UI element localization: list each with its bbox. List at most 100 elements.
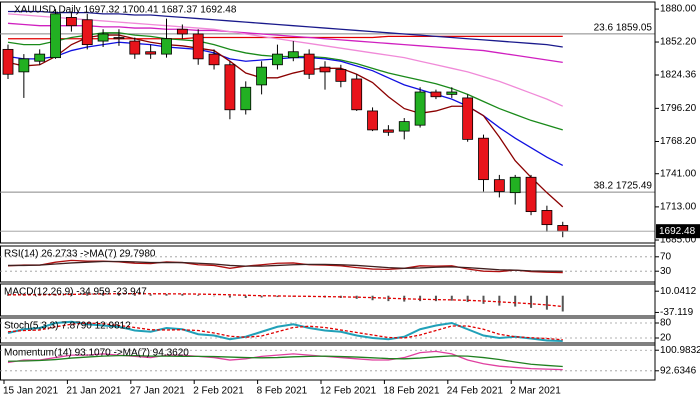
x-tick-label: 12 Feb 2021	[320, 386, 377, 397]
candle-body	[256, 66, 268, 86]
candle-body	[224, 64, 236, 111]
candle-body	[34, 53, 46, 62]
pane-title: XAUUSD,Daily 1697.32 1700.41 1687.37 169…	[14, 5, 237, 16]
histogram-bar	[514, 295, 517, 307]
histogram-bar	[530, 295, 533, 308]
x-tick-label: 27 Jan 2021	[130, 386, 185, 397]
candle-body	[557, 225, 569, 232]
indicator-line	[7, 22, 563, 64]
histogram-bar	[244, 295, 247, 298]
candle-body	[367, 110, 378, 131]
candle-body	[113, 37, 125, 40]
candle-body	[351, 78, 363, 111]
price-box	[656, 224, 700, 239]
y-tick-label: 1880.00	[660, 4, 697, 15]
candle-body	[414, 91, 426, 126]
candle-body	[303, 53, 315, 75]
indicator-line	[7, 34, 564, 208]
histogram-bar	[165, 293, 168, 296]
pane-title: RSI(14) 26.2733 ->MA(7) 29.7980	[4, 249, 156, 260]
y-tick-label: 1824.36	[660, 70, 697, 81]
indicator-line	[7, 13, 564, 107]
histogram-bar	[133, 293, 136, 296]
indicator-line	[7, 354, 563, 368]
candle-body	[2, 48, 14, 75]
y-tick-label: 70	[660, 251, 672, 262]
histogram-bar	[419, 295, 422, 302]
candle-body	[478, 137, 489, 181]
histogram-bar	[355, 295, 358, 299]
histogram-bar	[197, 294, 200, 296]
candle-body	[145, 51, 157, 55]
x-tick-label: 24 Feb 2021	[447, 386, 504, 397]
histogram-bar	[117, 293, 120, 296]
candle-body	[493, 179, 505, 192]
pane-title: Momentum(14) 93.1070 ->MA(7) 94.3620	[4, 348, 189, 359]
histogram-bar	[466, 295, 469, 303]
y-tick-label: 1685.00	[660, 235, 697, 246]
indicator-line	[8, 10, 563, 48]
x-tick-label: 2 Feb 2021	[193, 386, 244, 397]
indicator-line	[8, 260, 563, 272]
histogram-bar	[260, 295, 263, 298]
candle-body	[287, 51, 299, 59]
histogram-bar	[276, 295, 279, 298]
candle-body	[161, 38, 172, 55]
candle-body	[541, 210, 553, 226]
fib-label: 38.2 1725.49	[594, 181, 653, 192]
histogram-bar	[86, 292, 89, 296]
candle-body	[509, 176, 521, 194]
x-tick-label: 18 Feb 2021	[383, 386, 440, 397]
histogram-bar	[70, 293, 73, 296]
y-tick-label: 30	[660, 266, 672, 277]
histogram-bar	[228, 295, 231, 298]
histogram-bar	[450, 295, 453, 301]
candle-body	[97, 33, 109, 42]
y-tick-label: 100.9832	[660, 345, 700, 356]
last-price: 1692.48	[659, 226, 696, 237]
candle-body	[240, 86, 252, 111]
histogram-bar	[371, 295, 374, 301]
candle-body	[335, 69, 347, 82]
x-tick-label: 8 Feb 2021	[257, 386, 308, 397]
pane-title: Stoch(5,3,3) 7.8790 12.9812	[4, 321, 131, 332]
candle-body	[319, 66, 331, 73]
y-tick-label: 1713.00	[660, 202, 697, 213]
indicator-line	[8, 293, 563, 308]
candle-body	[462, 97, 474, 140]
candle-body	[272, 53, 283, 66]
candle-body	[50, 13, 61, 59]
y-tick-label: 80	[660, 318, 672, 329]
histogram-bar	[434, 295, 437, 302]
indicator-line	[7, 322, 563, 341]
y-tick-label: 1768.20	[660, 136, 697, 147]
indicator-line	[7, 320, 563, 343]
y-tick-label: 1741.00	[660, 168, 697, 179]
x-tick-label: 21 Jan 2021	[66, 386, 121, 397]
pane-title: MACD(12,26,9) -34.959 -23.947	[4, 287, 147, 298]
histogram-bar	[149, 294, 152, 296]
candle-body	[398, 121, 410, 132]
histogram-bar	[545, 295, 548, 310]
candle-body	[129, 40, 141, 55]
candle-body	[81, 19, 93, 46]
histogram-bar	[482, 295, 485, 304]
candle-body	[446, 91, 458, 95]
histogram-bar	[181, 293, 184, 296]
y-tick-label: 20	[660, 333, 672, 344]
candle-body	[176, 28, 188, 35]
x-tick-label: 2 Mar 2021	[510, 386, 561, 397]
x-tick-label: 15 Jan 2021	[3, 386, 58, 397]
candle-body	[66, 16, 77, 27]
candle-body	[192, 33, 204, 60]
y-tick-label: 10.0412	[660, 286, 697, 297]
y-tick-label: 1852.20	[660, 37, 697, 48]
candle-body	[18, 58, 30, 73]
indicator-line	[7, 350, 563, 371]
candle-body	[382, 129, 394, 133]
y-tick-label: 1796.20	[660, 103, 697, 114]
y-tick-label: -37.119	[660, 307, 694, 318]
candle-body	[525, 176, 537, 213]
candle-body	[208, 53, 220, 66]
